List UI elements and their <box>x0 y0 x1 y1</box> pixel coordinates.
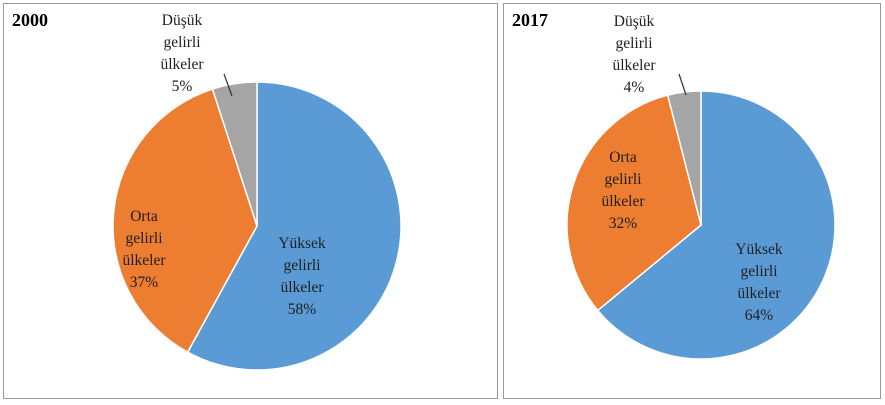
slice-label: Yüksek gelirli ülkeler 58% <box>278 235 326 318</box>
slice-labels: Yüksek gelirli ülkeler 64% Orta gelirli ülkele… <box>601 13 782 324</box>
chart-panel-2017: 2017 Yüksek gelirli ülkeler 64% Orta gelirli ü… <box>503 3 881 399</box>
slice-low-income <box>666 90 702 226</box>
chart-title: 2017 <box>512 10 548 30</box>
slice-high-income <box>596 90 836 360</box>
slice-label: Orta gelirli ülkeler 37% <box>122 208 166 291</box>
slice-label: Yüksek gelirli ülkeler 64% <box>735 241 783 324</box>
slice-label: Düşük gelirli ülkeler 4% <box>612 13 656 96</box>
chart-title: 2000 <box>12 10 48 30</box>
slices <box>112 81 402 371</box>
slice-label: Düşük gelirli ülkeler 5% <box>160 12 204 95</box>
slice-low-income <box>211 81 258 227</box>
slice-high-income <box>186 81 402 371</box>
chart-panel-2000: 2000 Yüksek gelirli ülkeler 58% Orta gelirli ü… <box>3 3 498 399</box>
label-leader-line <box>223 73 233 97</box>
pie-chart-2000: 2000 Yüksek gelirli ülkeler 58% Orta gelirli ü… <box>12 10 402 371</box>
slice-label: Orta gelirli ülkeler 32% <box>601 149 645 232</box>
slice-middle-income <box>566 94 702 312</box>
slice-labels: Yüksek gelirli ülkeler 58% Orta gelirli ülkele… <box>122 12 325 318</box>
slice-middle-income <box>112 88 258 354</box>
label-leader-line <box>678 73 687 96</box>
slices <box>566 90 836 360</box>
pie-chart-2017: 2017 Yüksek gelirli ülkeler 64% Orta gelirli ü… <box>512 10 836 360</box>
